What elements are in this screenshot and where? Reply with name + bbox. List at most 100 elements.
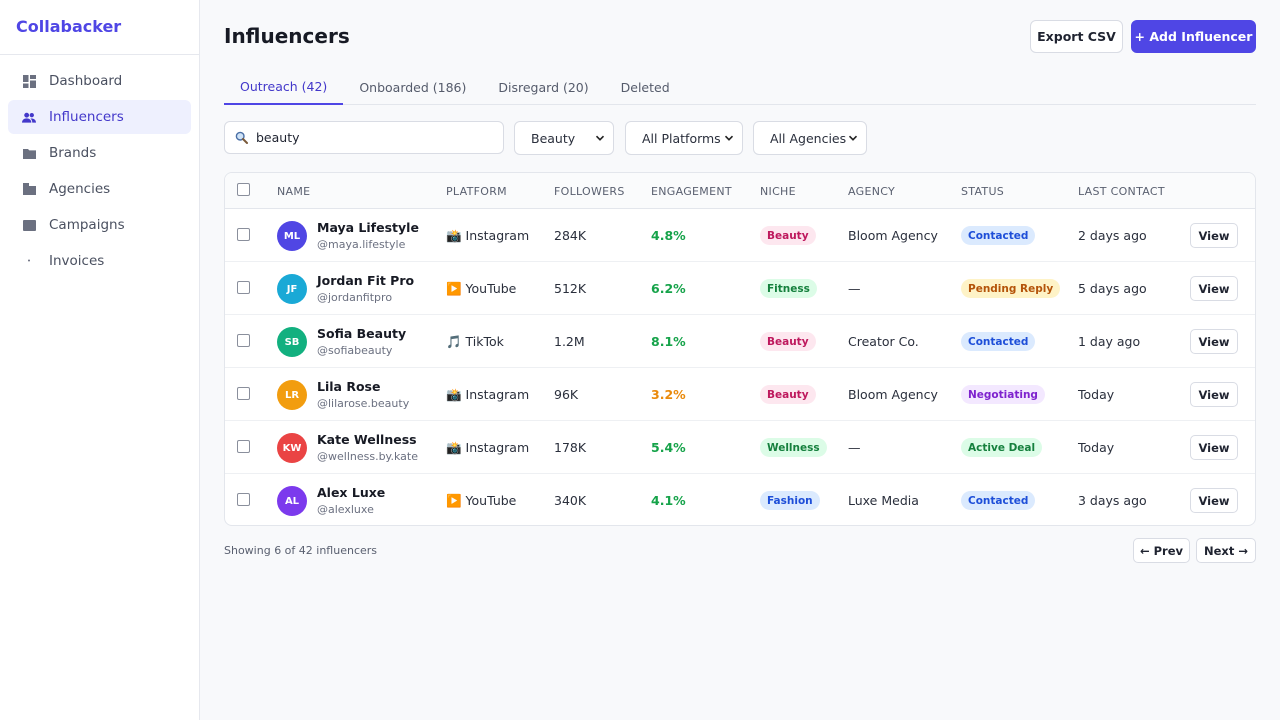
search-icon xyxy=(235,131,249,145)
column-header-platform[interactable]: PLATFORM xyxy=(446,185,507,198)
tab-disregard[interactable]: Disregard (20) xyxy=(498,79,589,95)
next-page-button[interactable]: Next → xyxy=(1196,538,1256,563)
building-icon xyxy=(22,182,36,196)
agency-select[interactable]: All Agencies xyxy=(753,121,867,155)
influencers-table: NAME PLATFORM FOLLOWERS ENGAGEMENT NICHE… xyxy=(224,172,1256,526)
select-all-checkbox[interactable] xyxy=(237,183,250,196)
sidebar-nav: Dashboard Influencers Brands Agencies Ca… xyxy=(0,55,199,289)
agency-select-value: All Agencies xyxy=(770,130,847,146)
last-contact-cell: Today xyxy=(1078,440,1115,455)
row-checkbox[interactable] xyxy=(237,493,250,506)
platform-cell: 📸 Instagram xyxy=(446,440,530,455)
row-checkbox[interactable] xyxy=(237,334,250,347)
column-header-status[interactable]: STATUS xyxy=(961,185,1005,198)
row-checkbox[interactable] xyxy=(237,440,250,453)
status-badge: Contacted xyxy=(961,332,1036,351)
app-logo[interactable]: Collabacker xyxy=(0,0,199,55)
sidebar-item-brands[interactable]: Brands xyxy=(8,136,191,170)
status-badge: Contacted xyxy=(961,226,1036,245)
dot-icon xyxy=(22,254,36,268)
status-badge: Negotiating xyxy=(961,385,1045,404)
page-title: Influencers xyxy=(224,24,350,48)
column-header-niche[interactable]: NICHE xyxy=(760,185,796,198)
view-button[interactable]: View xyxy=(1190,276,1238,301)
dashboard-icon xyxy=(22,74,36,88)
influencer-handle: @maya.lifestyle xyxy=(317,238,406,251)
status-badge: Pending Reply xyxy=(961,279,1061,298)
last-contact-cell: 1 day ago xyxy=(1078,334,1141,349)
influencer-name[interactable]: Maya Lifestyle xyxy=(317,220,419,235)
influencer-handle: @jordanfitpro xyxy=(317,291,393,304)
sidebar-item-agencies[interactable]: Agencies xyxy=(8,172,191,206)
influencer-name[interactable]: Jordan Fit Pro xyxy=(317,273,415,288)
column-header-last-contact[interactable]: LAST CONTACT xyxy=(1078,185,1165,198)
view-button[interactable]: View xyxy=(1190,329,1238,354)
influencer-name[interactable]: Alex Luxe xyxy=(317,485,386,500)
table-row: LR Lila Rose @lilarose.beauty 📸 Instagram 96… xyxy=(225,368,1255,421)
tab-outreach[interactable]: Outreach (42) xyxy=(224,70,344,105)
avatar: ML xyxy=(277,221,307,251)
last-contact-cell: 3 days ago xyxy=(1078,493,1147,508)
platform-select[interactable]: All Platforms xyxy=(625,121,743,155)
sidebar-item-label: Dashboard xyxy=(49,73,123,89)
row-checkbox[interactable] xyxy=(237,228,250,241)
niche-select[interactable]: Beauty xyxy=(514,121,614,155)
avatar: KW xyxy=(277,433,307,463)
tab-onboarded[interactable]: Onboarded (186) xyxy=(359,79,467,95)
view-button[interactable]: View xyxy=(1190,382,1238,407)
influencer-name[interactable]: Sofia Beauty xyxy=(317,326,407,341)
view-button[interactable]: View xyxy=(1190,488,1238,513)
niche-badge: Beauty xyxy=(760,332,816,351)
avatar: SB xyxy=(277,327,307,357)
agency-cell: Bloom Agency xyxy=(848,228,938,243)
column-header-name[interactable]: NAME xyxy=(277,185,311,198)
column-header-agency[interactable]: AGENCY xyxy=(848,185,896,198)
sidebar-item-dashboard[interactable]: Dashboard xyxy=(8,64,191,98)
export-csv-button[interactable]: Export CSV xyxy=(1030,20,1123,53)
view-button[interactable]: View xyxy=(1190,435,1238,460)
view-button[interactable]: View xyxy=(1190,223,1238,248)
sidebar-item-campaigns[interactable]: Campaigns xyxy=(8,208,191,242)
folder-icon xyxy=(22,146,36,160)
tabs: Outreach (42) Onboarded (186) Disregard … xyxy=(224,70,1256,105)
chevron-down-icon xyxy=(848,135,858,141)
influencer-handle: @sofiabeauty xyxy=(317,344,393,357)
niche-badge: Fashion xyxy=(760,491,820,510)
influencer-name[interactable]: Lila Rose xyxy=(317,379,381,394)
platform-cell: 📸 Instagram xyxy=(446,228,530,243)
row-checkbox[interactable] xyxy=(237,387,250,400)
row-checkbox[interactable] xyxy=(237,281,250,294)
platform-cell: ▶️ YouTube xyxy=(446,281,517,296)
column-header-followers[interactable]: FOLLOWERS xyxy=(554,185,625,198)
followers-cell: 178K xyxy=(554,440,587,455)
engagement-cell: 6.2% xyxy=(651,281,686,296)
table-row: JF Jordan Fit Pro @jordanfitpro ▶️ YouTube 5… xyxy=(225,262,1255,315)
chevron-down-icon xyxy=(724,135,734,141)
engagement-cell: 4.8% xyxy=(651,228,686,243)
column-header-engagement[interactable]: ENGAGEMENT xyxy=(651,185,732,198)
platform-cell: 📸 Instagram xyxy=(446,387,530,402)
avatar: JF xyxy=(277,274,307,304)
prev-page-button[interactable]: ← Prev xyxy=(1133,538,1190,563)
avatar: LR xyxy=(277,380,307,410)
table-row: ML Maya Lifestyle @maya.lifestyle 📸 Instagr… xyxy=(225,209,1255,262)
agency-cell: — xyxy=(848,440,861,455)
users-icon xyxy=(22,110,36,124)
sidebar-item-label: Influencers xyxy=(49,109,124,125)
influencer-handle: @wellness.by.kate xyxy=(317,450,418,463)
table-row: SB Sofia Beauty @sofiabeauty 🎵 TikTok 1.2M 8.… xyxy=(225,315,1255,368)
sidebar-item-invoices[interactable]: Invoices xyxy=(8,244,191,278)
platform-cell: 🎵 TikTok xyxy=(446,334,504,349)
agency-cell: Luxe Media xyxy=(848,493,919,508)
platform-select-value: All Platforms xyxy=(642,130,721,146)
sidebar-item-influencers[interactable]: Influencers xyxy=(8,100,191,134)
sidebar-item-label: Brands xyxy=(49,145,97,161)
tab-deleted[interactable]: Deleted xyxy=(620,79,670,95)
influencer-name[interactable]: Kate Wellness xyxy=(317,432,417,447)
search-input[interactable]: beauty xyxy=(224,121,504,154)
chevron-down-icon xyxy=(595,135,605,141)
sidebar-item-label: Agencies xyxy=(49,181,111,197)
add-influencer-button[interactable]: + Add Influencer xyxy=(1131,20,1256,53)
influencer-handle: @lilarose.beauty xyxy=(317,397,410,410)
status-badge: Contacted xyxy=(961,491,1036,510)
